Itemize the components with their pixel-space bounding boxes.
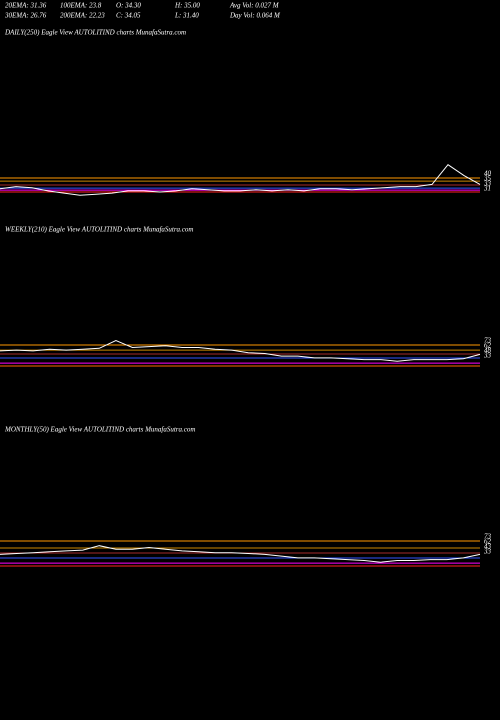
- header-stat: 30EMA: 26.76: [4, 12, 47, 20]
- header-stat: 100EMA: 23.8: [60, 2, 102, 10]
- panel-title: DAILY(250) Eagle View AUTOLITIND charts …: [4, 29, 186, 37]
- header-stat: 200EMA: 22.23: [60, 12, 105, 20]
- level-label: 62: [484, 538, 492, 546]
- header-stat: O: 34.30: [116, 2, 141, 10]
- level-label: 73: [484, 533, 492, 541]
- header-stat: Avg Vol: 0.027 M: [229, 2, 280, 10]
- level-label: 48: [484, 347, 492, 355]
- level-label: 33: [483, 352, 492, 360]
- level-label: 62: [484, 342, 492, 350]
- header-stat: H: 35.00: [174, 2, 200, 10]
- header-stat: Day Vol: 0.064 M: [229, 12, 281, 20]
- level-label: 31: [483, 185, 491, 193]
- header-stat: C: 34.05: [116, 12, 141, 20]
- price-line: [0, 545, 481, 563]
- level-label: 33: [483, 180, 492, 188]
- price-line: [0, 164, 481, 196]
- header-stat: 20EMA: 31.36: [5, 2, 47, 10]
- panel-title: WEEKLY(210) Eagle View AUTOLITIND charts…: [5, 226, 193, 234]
- level-label: 43: [484, 543, 492, 551]
- header-stat: L: 31.40: [174, 12, 199, 20]
- panel-title: MONTHLY(50) Eagle View AUTOLITIND charts…: [4, 426, 195, 434]
- level-label: 35: [483, 175, 492, 183]
- price-line: [0, 339, 481, 362]
- level-label: 40: [484, 170, 492, 178]
- level-label: 73: [484, 337, 492, 345]
- level-label: 33: [483, 548, 492, 556]
